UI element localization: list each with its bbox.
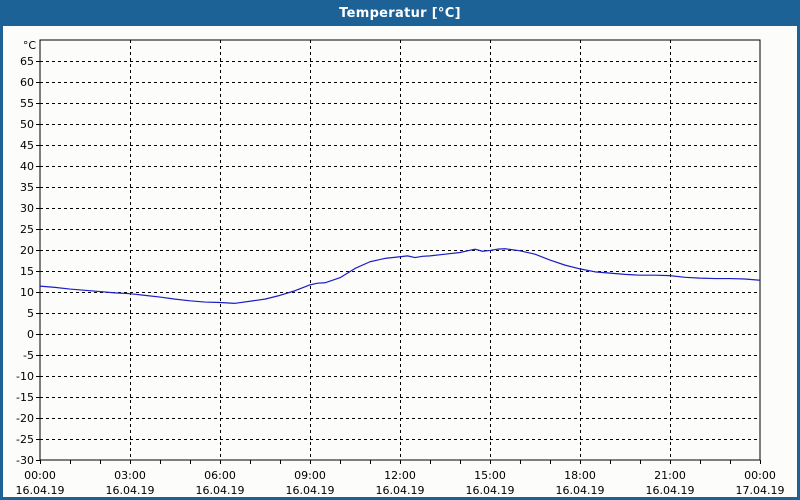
x-date-label: 16.04.19 bbox=[106, 484, 155, 497]
y-tick-label: 65 bbox=[20, 55, 34, 68]
y-tick-label: -15 bbox=[16, 391, 34, 404]
x-date-label: 16.04.19 bbox=[466, 484, 515, 497]
y-tick-label: 50 bbox=[20, 118, 34, 131]
y-tick-label: -5 bbox=[23, 349, 34, 362]
x-date-label: 16.04.19 bbox=[376, 484, 425, 497]
window-titlebar[interactable]: Temperatur [°C] bbox=[0, 0, 800, 26]
y-tick-label: 0 bbox=[27, 328, 34, 341]
x-date-label: 16.04.19 bbox=[556, 484, 605, 497]
y-tick-label: 25 bbox=[20, 223, 34, 236]
chart-area: 65 60 55 50 45 40 35 30 25 20 15 10 5 0 -5 -10 -15 -20 -25… bbox=[3, 26, 797, 497]
y-tick-label: -10 bbox=[16, 370, 34, 383]
y-tick-label: 60 bbox=[20, 76, 34, 89]
temperature-chart: 65605550454035302520151050-5-10-15-20-25… bbox=[16, 39, 785, 497]
y-tick-label: 15 bbox=[20, 265, 34, 278]
x-date-label: 17.04.19 bbox=[736, 484, 785, 497]
y-tick-label: -30 bbox=[16, 454, 34, 467]
x-time-label: 06:00 bbox=[204, 469, 236, 482]
y-tick-label: 30 bbox=[20, 202, 34, 215]
x-time-label: 00:00 bbox=[744, 469, 776, 482]
x-time-label: 12:00 bbox=[384, 469, 416, 482]
x-date-label: 16.04.19 bbox=[646, 484, 695, 497]
x-time-label: 21:00 bbox=[654, 469, 686, 482]
x-time-label: 09:00 bbox=[294, 469, 326, 482]
window-title: Temperatur [°C] bbox=[339, 5, 461, 21]
y-tick-label: 5 bbox=[27, 307, 34, 320]
y-tick-label: 40 bbox=[20, 160, 34, 173]
y-tick-label: 10 bbox=[20, 286, 34, 299]
y-tick-label: -20 bbox=[16, 412, 34, 425]
y-tick-label: 35 bbox=[20, 181, 34, 194]
x-time-label: 00:00 bbox=[24, 469, 56, 482]
temperature-line bbox=[39, 248, 761, 304]
x-date-label: 16.04.19 bbox=[16, 484, 65, 497]
x-date-label: 16.04.19 bbox=[286, 484, 335, 497]
y-tick-label: 20 bbox=[20, 244, 34, 257]
y-tick-label: 45 bbox=[20, 139, 34, 152]
y-axis-unit-label: °C bbox=[23, 39, 37, 52]
y-tick-label: -25 bbox=[16, 433, 34, 446]
y-tick-label: 55 bbox=[20, 97, 34, 110]
x-time-label: 18:00 bbox=[564, 469, 596, 482]
x-date-label: 16.04.19 bbox=[196, 484, 245, 497]
x-time-label: 03:00 bbox=[114, 469, 146, 482]
x-time-label: 15:00 bbox=[474, 469, 506, 482]
